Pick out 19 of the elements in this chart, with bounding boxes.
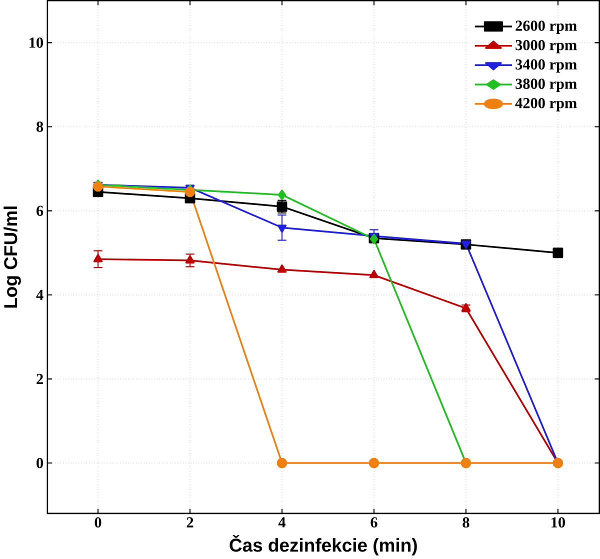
legend-label: 3400 rpm (516, 59, 577, 73)
x-tick-label: 2 (186, 517, 194, 528)
x-tick-label: 4 (278, 517, 286, 528)
y-axis-title: Log CFU/ml (4, 206, 21, 308)
legend-label: 2600 rpm (516, 20, 577, 34)
x-axis-title: Čas dezinfekcie (min) (230, 535, 417, 556)
y-tick-label: 8 (36, 122, 44, 132)
y-tick-label: 0 (36, 458, 44, 468)
y-tick-label: 2 (36, 374, 43, 384)
x-tick-label: 6 (370, 517, 378, 528)
y-tick-label: 6 (36, 206, 44, 216)
legend-label: 3000 rpm (516, 40, 577, 54)
x-tick-label: 0 (94, 517, 102, 528)
y-tick-label: 10 (30, 38, 44, 48)
y-tick-label: 4 (36, 290, 44, 300)
legend-label: 3800 rpm (516, 78, 577, 92)
legend-label: 4200 rpm (515, 98, 577, 112)
x-tick-label: 10 (552, 517, 565, 528)
x-tick-label: 8 (462, 517, 470, 528)
